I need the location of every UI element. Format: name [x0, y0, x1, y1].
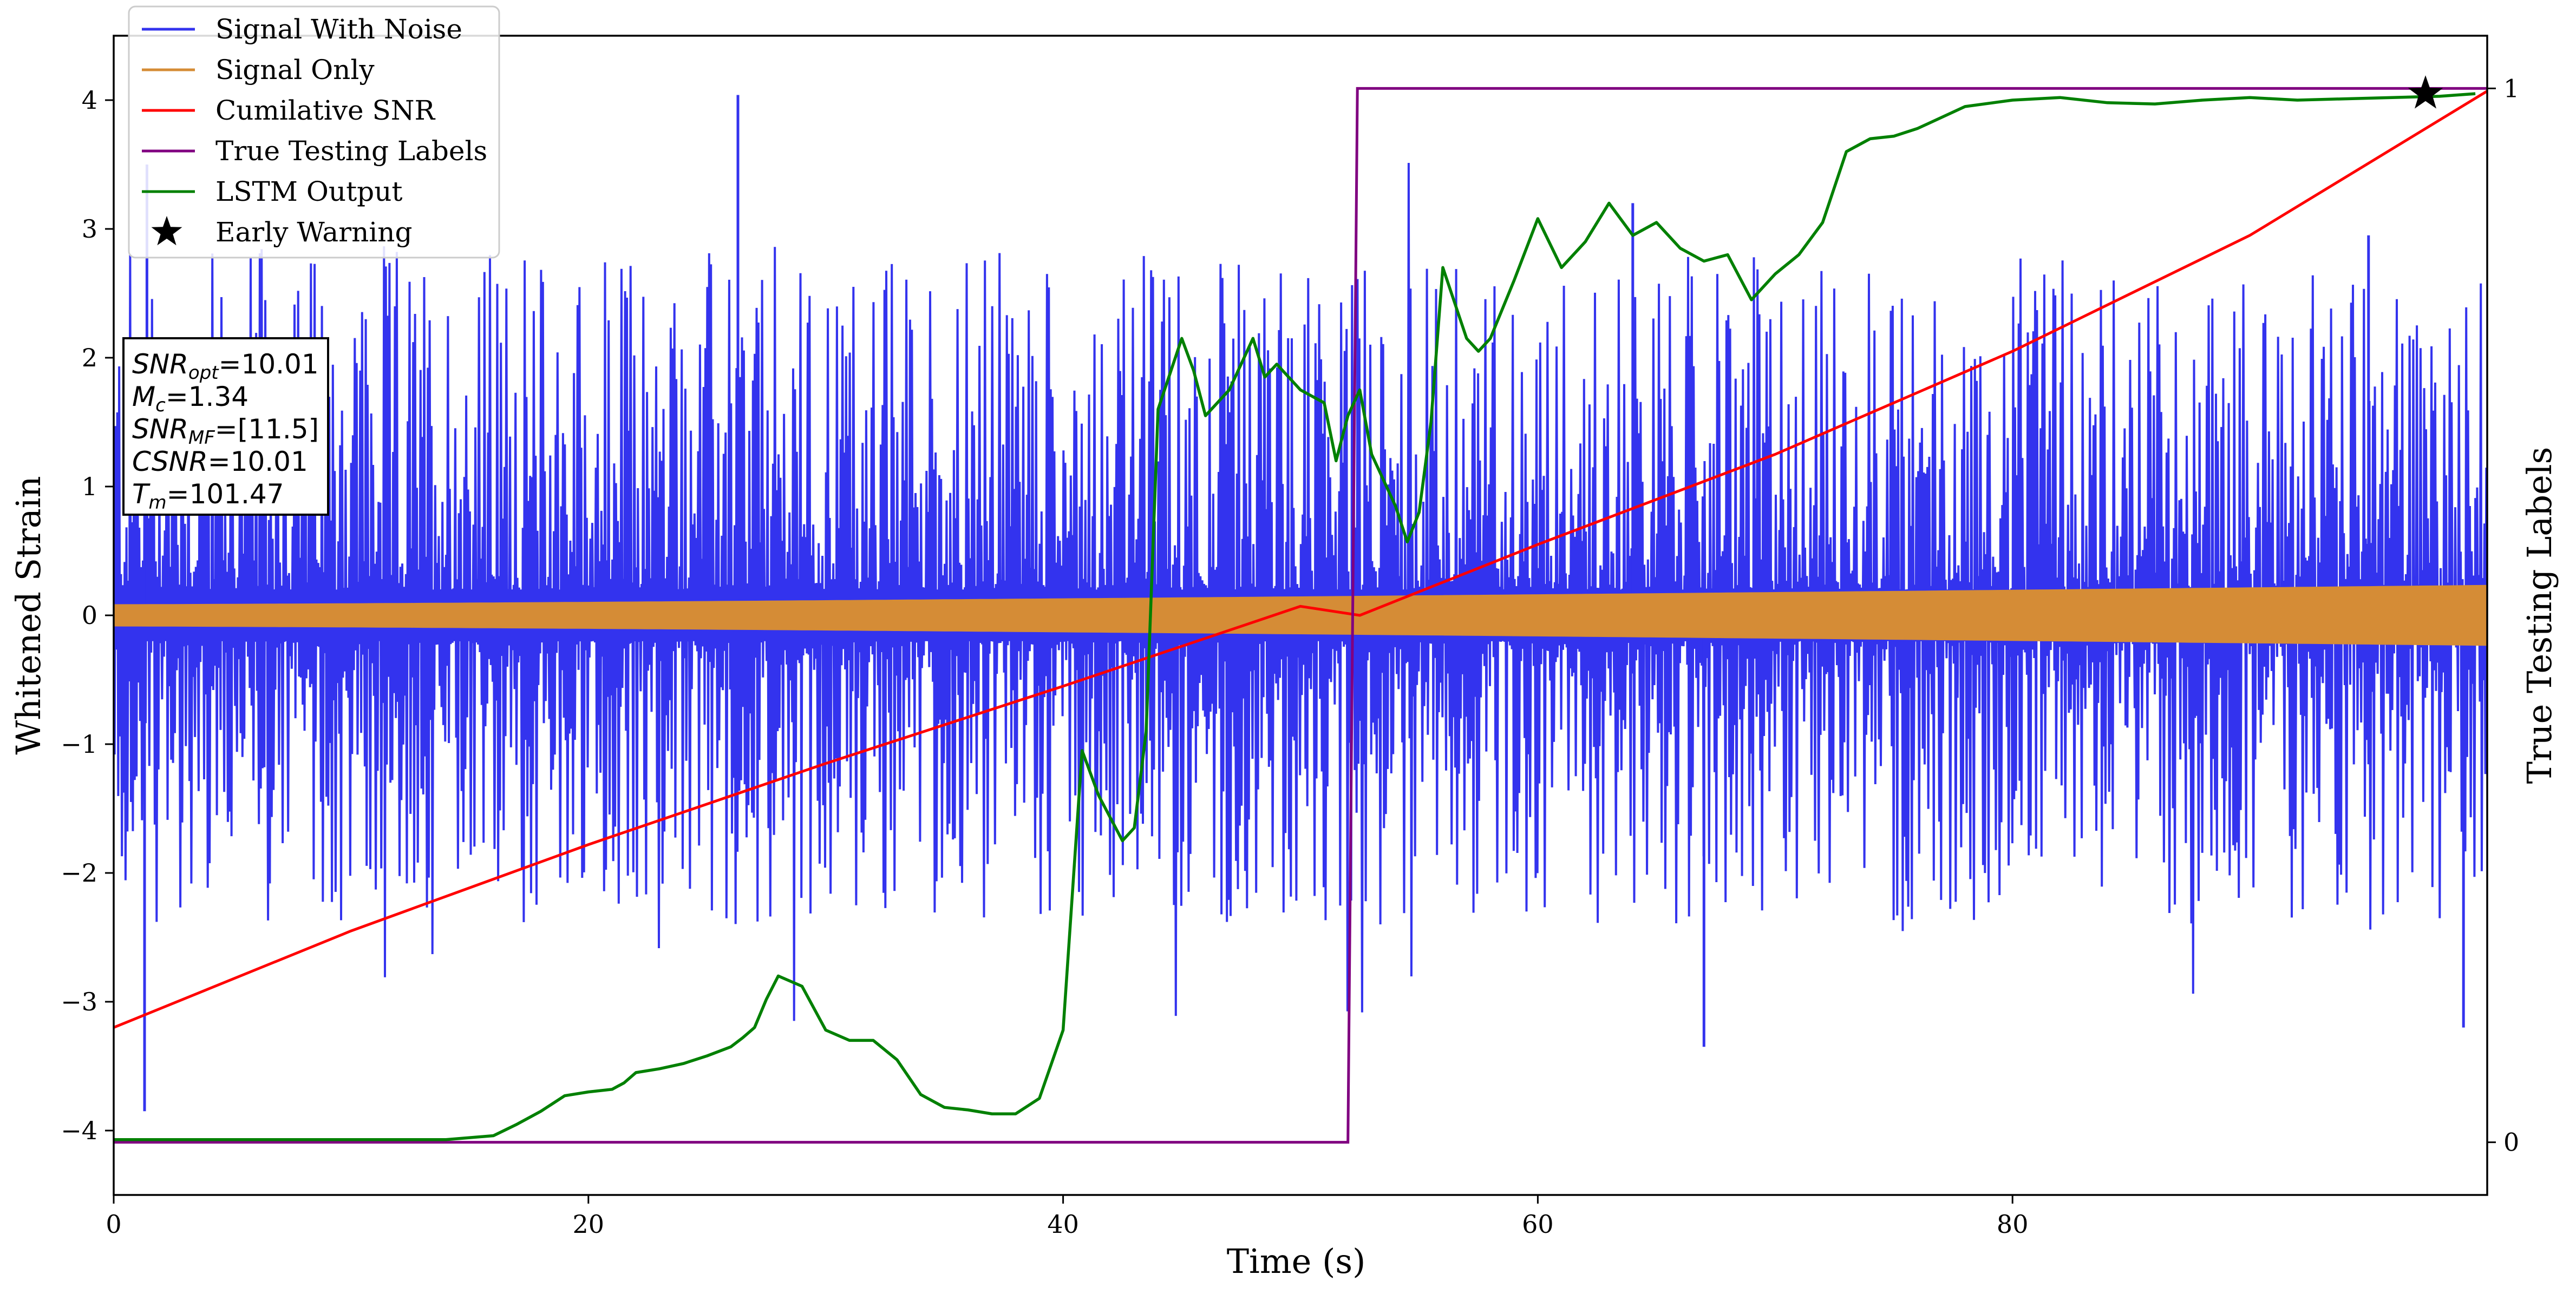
annotation-value: =1.34	[166, 381, 249, 412]
series-true-testing-labels-line	[114, 87, 2487, 1144]
x-tick-label: 40	[1047, 1210, 1079, 1239]
series-lstm-output-line	[114, 92, 2476, 1141]
annotation-subscript: m	[149, 492, 167, 514]
series-signal-only-band	[114, 584, 2487, 646]
annotation-symbol: M	[132, 381, 155, 412]
annotation-subscript: MF	[188, 427, 215, 449]
y-tick-label: −1	[61, 730, 97, 759]
legend-frame	[128, 5, 500, 259]
legend-label: Signal With Noise	[215, 14, 462, 45]
early-warning-star-marker	[2408, 75, 2443, 109]
annotation-symbol: CSNR	[132, 446, 208, 477]
y-axis-label: Whitened Strain	[9, 476, 48, 755]
annotation-subscript: opt	[188, 362, 219, 384]
y-tick-label: 0	[82, 601, 97, 630]
annotation-line: CSNR=10.01	[132, 446, 308, 477]
y-axis-right-label: True Testing Labels	[2520, 447, 2559, 784]
y-tick-label: 2	[82, 343, 97, 372]
plot-area	[114, 87, 2487, 1144]
legend: Signal With Noise Signal Only Cumilative S…	[128, 5, 500, 259]
x-axis-label: Time (s)	[1227, 1242, 1366, 1281]
y-tick-label: 3	[82, 214, 97, 244]
x-tick-label: 60	[1522, 1210, 1554, 1239]
annotation-symbol: SNR	[132, 349, 188, 380]
annotation-value: =10.01	[219, 349, 319, 380]
series-cumilative-snr-line	[114, 90, 2487, 1029]
x-axis: 0 20 40 60 80	[106, 1195, 2028, 1239]
y-tick-label: −2	[61, 858, 97, 888]
legend-label: True Testing Labels	[215, 135, 487, 167]
legend-label: Early Warning	[215, 216, 413, 248]
legend-swatch-early-warning	[151, 216, 182, 246]
annotation-box-frame	[122, 337, 329, 516]
legend-label: LSTM Output	[215, 176, 402, 207]
annotation-subscript: c	[155, 395, 166, 416]
annotation-line: Mc=1.34	[132, 381, 249, 416]
x-tick-label: 80	[1997, 1210, 2029, 1239]
y-axis-right: 01	[2487, 74, 2519, 1157]
y-tick-label: −4	[61, 1116, 97, 1145]
annotation-value: =10.01	[208, 446, 308, 477]
y-right-tick-label: 0	[2503, 1128, 2519, 1157]
annotation-line: SNRMF=[11.5]	[132, 413, 319, 449]
x-tick-label: 20	[573, 1210, 605, 1239]
y-tick-label: −3	[61, 987, 97, 1016]
x-tick-label: 0	[106, 1210, 121, 1239]
legend-label: Cumilative SNR	[215, 95, 435, 126]
y-tick-label: 4	[82, 86, 97, 115]
annotation-value: =[11.5]	[215, 413, 319, 445]
annotation-symbol: SNR	[132, 413, 188, 445]
y-axis-left: −4 −3 −2 −1 0 1 2 3 4	[61, 86, 114, 1145]
y-right-tick-label: 1	[2503, 74, 2519, 103]
legend-label: Signal Only	[215, 54, 375, 86]
y-tick-label: 1	[82, 472, 97, 501]
parameter-annotation-box: SNRopt=10.01Mc=1.34SNRMF=[11.5]CSNR=10.0…	[122, 337, 329, 516]
annotation-line: SNRopt=10.01	[132, 349, 319, 384]
annotation-line: Tm=101.47	[132, 478, 284, 514]
annotation-value: =101.47	[167, 478, 284, 510]
annotation-symbol: T	[132, 478, 151, 510]
